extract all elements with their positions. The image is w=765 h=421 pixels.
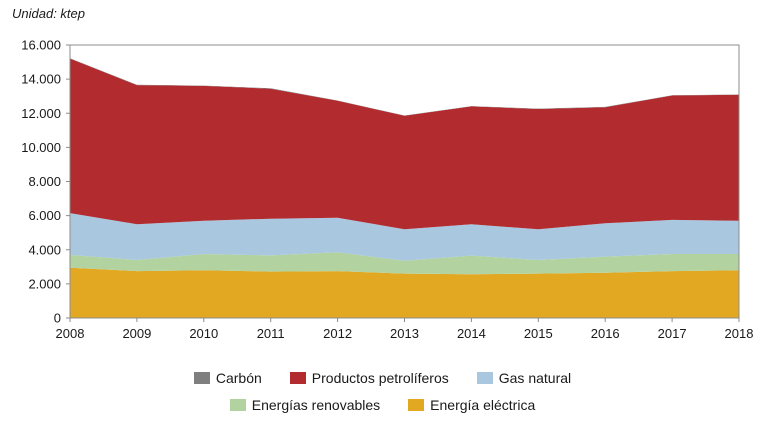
legend-label: Energía eléctrica xyxy=(430,397,536,413)
legend-item: Energía eléctrica xyxy=(408,397,535,413)
area-energia-electrica xyxy=(70,267,739,318)
y-tick-label: 14.000 xyxy=(21,72,61,87)
x-tick-label: 2008 xyxy=(56,326,85,341)
x-tick-label: 2012 xyxy=(323,326,352,341)
x-tick-label: 2009 xyxy=(122,326,151,341)
legend-item: Carbón xyxy=(193,370,262,386)
y-tick-label: 4.000 xyxy=(28,242,61,257)
legend-label: Productos petrolíferos xyxy=(311,370,449,386)
legend-item: Productos petrolíferos xyxy=(289,370,449,386)
legend-swatch xyxy=(476,372,493,384)
x-tick-label: 2016 xyxy=(591,326,620,341)
legend-row-1: Carbón Productos petrolíferos Gas natural xyxy=(0,370,765,386)
legend-swatch xyxy=(408,399,425,411)
legend-label: Gas natural xyxy=(498,370,572,386)
y-tick-label: 2.000 xyxy=(28,276,61,291)
legend-item: Gas natural xyxy=(476,370,572,386)
x-tick-label: 2018 xyxy=(725,326,754,341)
unit-label: Unidad: ktep xyxy=(12,6,85,21)
x-tick-label: 2010 xyxy=(189,326,218,341)
legend-swatch xyxy=(289,372,306,384)
legend-row-2: Energías renovables Energía eléctrica xyxy=(0,397,765,413)
legend-item: Energías renovables xyxy=(229,397,381,413)
legend-swatch xyxy=(229,399,246,411)
y-tick-label: 6.000 xyxy=(28,208,61,223)
legend-label: Carbón xyxy=(215,370,262,386)
legend-swatch xyxy=(193,372,210,384)
y-tick-label: 16.000 xyxy=(21,38,61,53)
y-tick-label: 0 xyxy=(54,311,61,326)
legend-label: Energías renovables xyxy=(251,397,381,413)
y-tick-label: 12.000 xyxy=(21,106,61,121)
x-tick-label: 2014 xyxy=(457,326,486,341)
area-energias-renovables xyxy=(70,252,739,275)
area-productos-petroliferos xyxy=(70,58,739,230)
x-tick-label: 2015 xyxy=(524,326,553,341)
y-tick-label: 10.000 xyxy=(21,140,61,155)
x-tick-label: 2011 xyxy=(257,326,285,341)
x-tick-label: 2017 xyxy=(658,326,687,341)
x-tick-label: 2013 xyxy=(390,326,419,341)
area-gas-natural xyxy=(70,213,739,261)
y-tick-label: 8.000 xyxy=(28,174,61,189)
